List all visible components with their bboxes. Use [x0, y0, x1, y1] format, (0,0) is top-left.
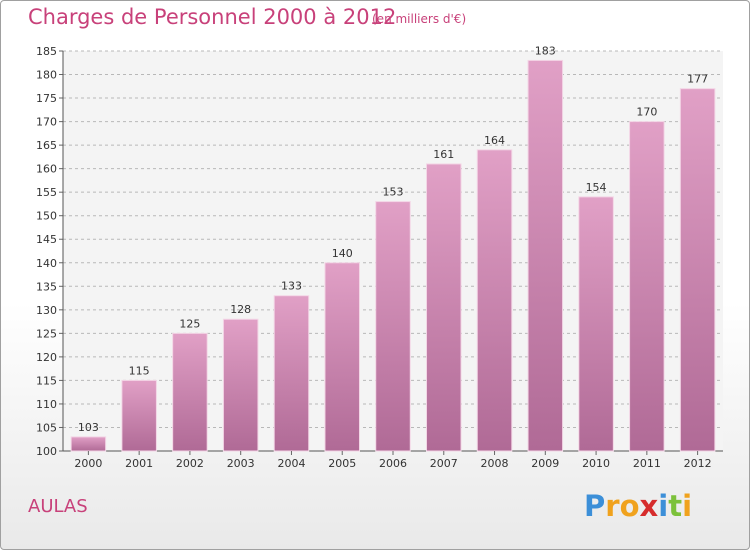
- data-label: 164: [484, 134, 505, 147]
- y-tick-label: 185: [36, 45, 57, 58]
- proxiti-logo: Proxiti: [584, 489, 692, 523]
- data-label: 115: [129, 364, 150, 377]
- x-tick-label: 2012: [684, 457, 712, 470]
- bar: [70, 436, 107, 452]
- bar: [172, 332, 208, 452]
- x-tick-label: 2004: [277, 457, 305, 470]
- data-label: 140: [332, 247, 353, 260]
- chart-title: Charges de Personnel 2000 à 2012: [28, 5, 397, 29]
- bar: [324, 262, 360, 452]
- place-name: AULAS: [28, 496, 88, 517]
- x-tick-label: 2000: [74, 457, 102, 470]
- y-tick-label: 130: [36, 304, 57, 317]
- y-tick-label: 160: [36, 163, 57, 176]
- y-tick-label: 140: [36, 257, 57, 270]
- y-tick-label: 135: [36, 280, 57, 293]
- x-tick-label: 2002: [176, 457, 204, 470]
- logo-letter: P: [584, 489, 606, 523]
- chart-subtitle: (en milliers d'€): [372, 12, 467, 26]
- y-tick-label: 165: [36, 139, 57, 152]
- bar: [426, 163, 462, 452]
- data-label: 161: [433, 148, 454, 161]
- bar: [273, 295, 310, 452]
- bar: [527, 59, 564, 452]
- x-tick-label: 2009: [531, 457, 559, 470]
- x-tick-label: 2003: [227, 457, 255, 470]
- y-tick-label: 180: [36, 69, 57, 82]
- x-tick-label: 2010: [582, 457, 610, 470]
- bar: [578, 196, 614, 452]
- x-tick-label: 2008: [481, 457, 509, 470]
- y-tick-label: 145: [36, 233, 57, 246]
- bar: [679, 88, 716, 452]
- logo-letter: i: [682, 489, 693, 523]
- bar: [375, 201, 411, 452]
- y-tick-label: 115: [36, 374, 57, 387]
- data-label: 153: [383, 186, 404, 199]
- data-label: 183: [535, 44, 556, 57]
- y-tick-label: 120: [36, 351, 57, 364]
- logo-letter: x: [639, 489, 659, 523]
- data-label: 103: [78, 421, 99, 434]
- bar: [476, 149, 513, 452]
- x-tick-label: 2006: [379, 457, 407, 470]
- bar: [121, 379, 157, 452]
- y-tick-label: 105: [36, 421, 57, 434]
- logo-letter: i: [658, 489, 669, 523]
- x-tick-label: 2007: [430, 457, 458, 470]
- logo-letter: o: [619, 489, 640, 523]
- y-tick-label: 150: [36, 210, 57, 223]
- bar: [629, 121, 665, 452]
- data-label: 154: [586, 181, 607, 194]
- y-tick-label: 170: [36, 116, 57, 129]
- data-label: 170: [636, 106, 657, 119]
- data-label: 177: [687, 73, 708, 86]
- bar: [222, 318, 259, 452]
- y-tick-label: 125: [36, 327, 57, 340]
- x-tick-label: 2001: [125, 457, 153, 470]
- x-tick-label: 2005: [328, 457, 356, 470]
- data-label: 128: [230, 303, 251, 316]
- data-label: 133: [281, 280, 302, 293]
- y-tick-label: 100: [36, 445, 57, 458]
- y-tick-label: 175: [36, 92, 57, 105]
- data-label: 125: [179, 317, 200, 330]
- logo-letter: t: [668, 489, 683, 523]
- x-tick-label: 2011: [633, 457, 661, 470]
- y-tick-label: 110: [36, 398, 57, 411]
- logo-letter: r: [605, 489, 620, 523]
- y-tick-label: 155: [36, 186, 57, 199]
